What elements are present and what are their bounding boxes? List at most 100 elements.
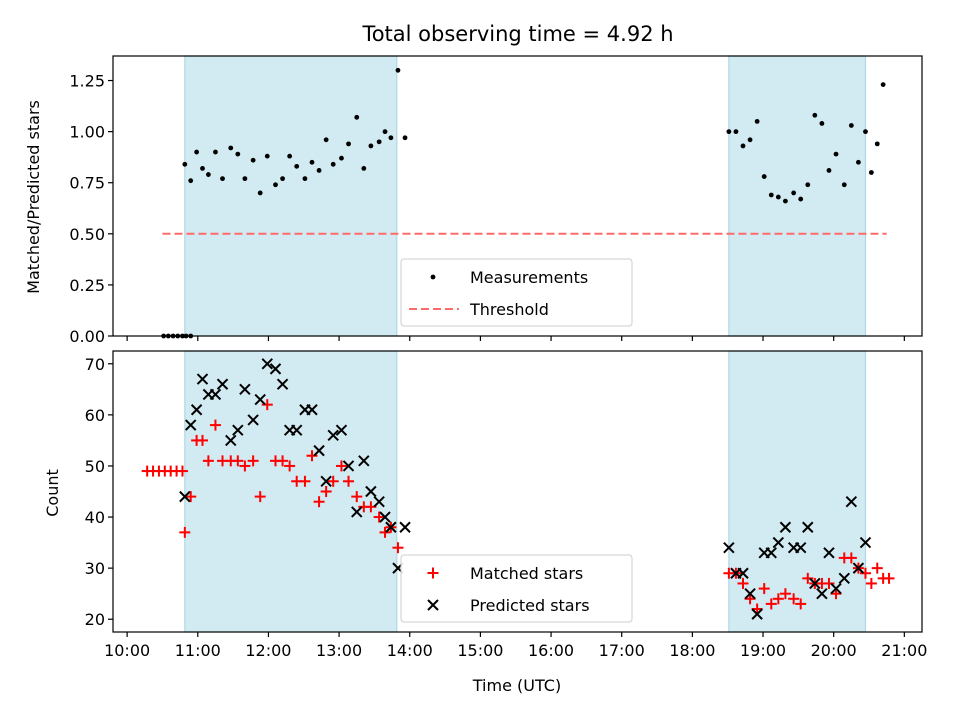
predicted-star-point-b: [809, 577, 821, 590]
measurement-point: [368, 143, 374, 149]
shaded-interval-0-1: [728, 55, 867, 337]
matched-star-point: [277, 455, 289, 467]
predicted-star-point: [190, 404, 203, 416]
matched-star-point: [313, 496, 325, 508]
predicted-star-point-b: [823, 547, 835, 559]
predicted-star-point: [809, 577, 821, 590]
measurement-point: [395, 67, 401, 73]
predicted-star-point-b: [816, 587, 828, 600]
predicted-star-point: [379, 511, 391, 523]
y-tick-label: 40: [85, 508, 105, 527]
matched-star-point: [795, 598, 807, 610]
matched-star-point: [299, 475, 311, 487]
chart-title: Total observing time = 4.92 h: [361, 22, 673, 46]
measurement-point: [754, 119, 760, 124]
predicted-star-point-b: [342, 460, 355, 472]
measurement-point: [330, 161, 336, 167]
predicted-star-point-b: [379, 511, 391, 523]
predicted-star-point: [335, 424, 348, 436]
predicted-star-point: [399, 521, 411, 533]
measurement-point: [354, 114, 360, 120]
predicted-star-point: [254, 393, 266, 406]
predicted-star-point: [185, 419, 197, 431]
measurement-point: [346, 141, 351, 147]
measurement-point: [388, 135, 394, 141]
legend-entry-label: Matched stars: [470, 564, 583, 583]
y-tick-label: 1.00: [69, 123, 105, 142]
measurement-point: [805, 182, 811, 188]
measurement-point: [250, 157, 256, 163]
y-tick-label: 0.00: [69, 327, 105, 346]
predicted-star-point: [261, 358, 273, 370]
matched-star-point: [802, 572, 814, 584]
legend-0: Measurements Threshold: [400, 258, 633, 327]
predicted-star-point: [365, 485, 377, 498]
matched-star-point: [751, 603, 763, 615]
matched-star-point: [284, 460, 296, 472]
predicted-star-point: [313, 444, 325, 457]
predicted-star-point-b: [269, 363, 282, 375]
predicted-star-point-b: [290, 424, 303, 436]
predicted-star-point: [385, 521, 397, 533]
predicted-star-point-b: [779, 521, 792, 533]
predicted-star-point: [845, 496, 858, 508]
matched-star-point: [859, 567, 871, 579]
measurement-point: [783, 198, 788, 204]
x-tick-label: 12:00: [245, 641, 291, 660]
measurement-point: [188, 178, 194, 184]
measurement-point: [228, 145, 234, 151]
measurement-point: [235, 151, 241, 157]
predicted-star-point-b: [751, 608, 763, 620]
predicted-star-point-b: [859, 536, 872, 549]
predicted-star-point: [232, 424, 244, 436]
y-tick-label: 1.25: [69, 72, 105, 91]
predicted-star-point: [772, 536, 785, 549]
predicted-star-point: [342, 460, 355, 472]
predicted-star-point: [306, 404, 318, 416]
predicted-star-point-b: [358, 455, 370, 467]
measurement-point: [402, 135, 408, 141]
predicted-star-point-b: [190, 404, 203, 416]
predicted-star-point: [765, 547, 777, 559]
measurement-point: [294, 163, 300, 169]
x-tick-label: 20:00: [811, 641, 857, 660]
predicted-star-point: [795, 541, 807, 554]
measurement-point: [316, 168, 322, 173]
measurement-point: [339, 155, 344, 161]
matched-star-point: [254, 491, 266, 503]
matched-star-point: [830, 588, 842, 600]
predicted-star-point: [269, 363, 282, 375]
measurement-point: [302, 176, 308, 182]
predicted-star-point: [852, 562, 865, 574]
matched-star-point: [845, 552, 857, 564]
matched-star-point: [176, 465, 188, 477]
x-tick-label: 15:00: [457, 641, 503, 660]
x-tick-label: 11:00: [175, 641, 221, 660]
matched-star-point: [209, 419, 221, 431]
measurement-point: [874, 141, 880, 147]
measurement-point: [200, 166, 205, 171]
shaded-interval-0-0: [184, 55, 398, 337]
matched-star-point: [871, 562, 883, 574]
matched-star-point: [772, 593, 784, 605]
measurement-point: [856, 159, 861, 165]
matched-star-point: [179, 526, 191, 538]
measurement-point: [826, 168, 832, 173]
measurement-point: [220, 176, 225, 182]
ratio-y-axis-label: Matched/Predicted stars: [24, 100, 43, 294]
matched-star-point: [351, 491, 363, 503]
matched-star-point: [185, 491, 197, 503]
matched-star-point: [392, 542, 404, 554]
measurement-point: [819, 121, 825, 126]
y-tick-label: 50: [85, 457, 105, 476]
matched-star-point: [261, 399, 273, 411]
predicted-star-point-b: [802, 521, 814, 533]
predicted-star-point-b: [838, 572, 850, 585]
predicted-star-point-b: [313, 444, 325, 457]
measurement-point: [273, 182, 278, 188]
predicted-star-point-b: [845, 496, 858, 508]
predicted-star-point: [859, 536, 872, 549]
predicted-star-point: [247, 414, 259, 426]
measurement-point: [880, 82, 886, 88]
predicted-star-point-b: [399, 521, 411, 533]
